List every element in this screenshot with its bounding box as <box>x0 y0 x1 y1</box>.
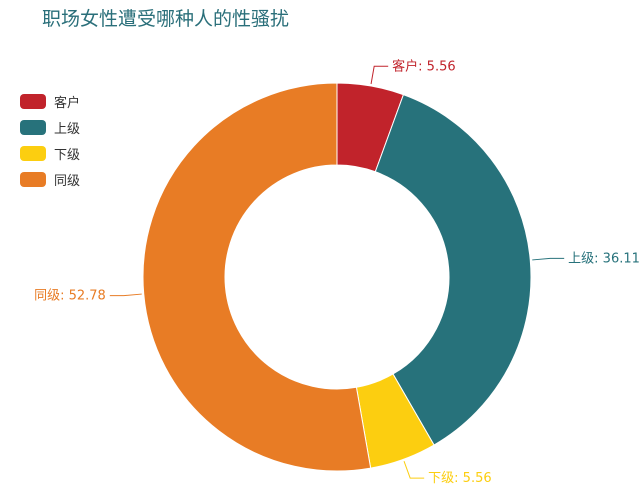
leader-line-superior <box>532 257 565 261</box>
slice-label-customer: 客户: 5.56 <box>392 58 455 74</box>
legend-swatch-subordinate <box>20 145 46 161</box>
legend-swatch-customer <box>20 93 46 109</box>
legend-label-superior: 上级 <box>54 121 81 137</box>
donut-slice-peer[interactable] <box>142 82 372 472</box>
legend-item-customer[interactable]: 客户 <box>20 88 80 114</box>
leader-line-subordinate <box>403 461 425 479</box>
slice-label-subordinate: 下级: 5.56 <box>428 471 491 486</box>
leader-line-peer <box>109 293 142 297</box>
leader-line-customer <box>370 65 389 85</box>
legend-swatch-peer <box>20 171 46 187</box>
legend-item-subordinate[interactable]: 下级 <box>20 140 80 166</box>
legend-swatch-superior <box>20 119 46 135</box>
slice-label-peer: 同级: 52.78 <box>34 289 106 304</box>
slice-label-superior: 上级: 36.11 <box>568 251 640 266</box>
chart-title: 职场女性遭受哪种人的性骚扰 <box>42 8 290 30</box>
legend-label-subordinate: 下级 <box>54 147 81 163</box>
legend-item-peer[interactable]: 同级 <box>20 166 80 192</box>
donut-slice-superior[interactable] <box>374 94 532 446</box>
legend-label-customer: 客户 <box>54 95 81 111</box>
legend-item-superior[interactable]: 上级 <box>20 114 80 140</box>
legend: 客户 上级 下级 同级 <box>20 88 80 192</box>
legend-label-peer: 同级 <box>54 173 81 189</box>
